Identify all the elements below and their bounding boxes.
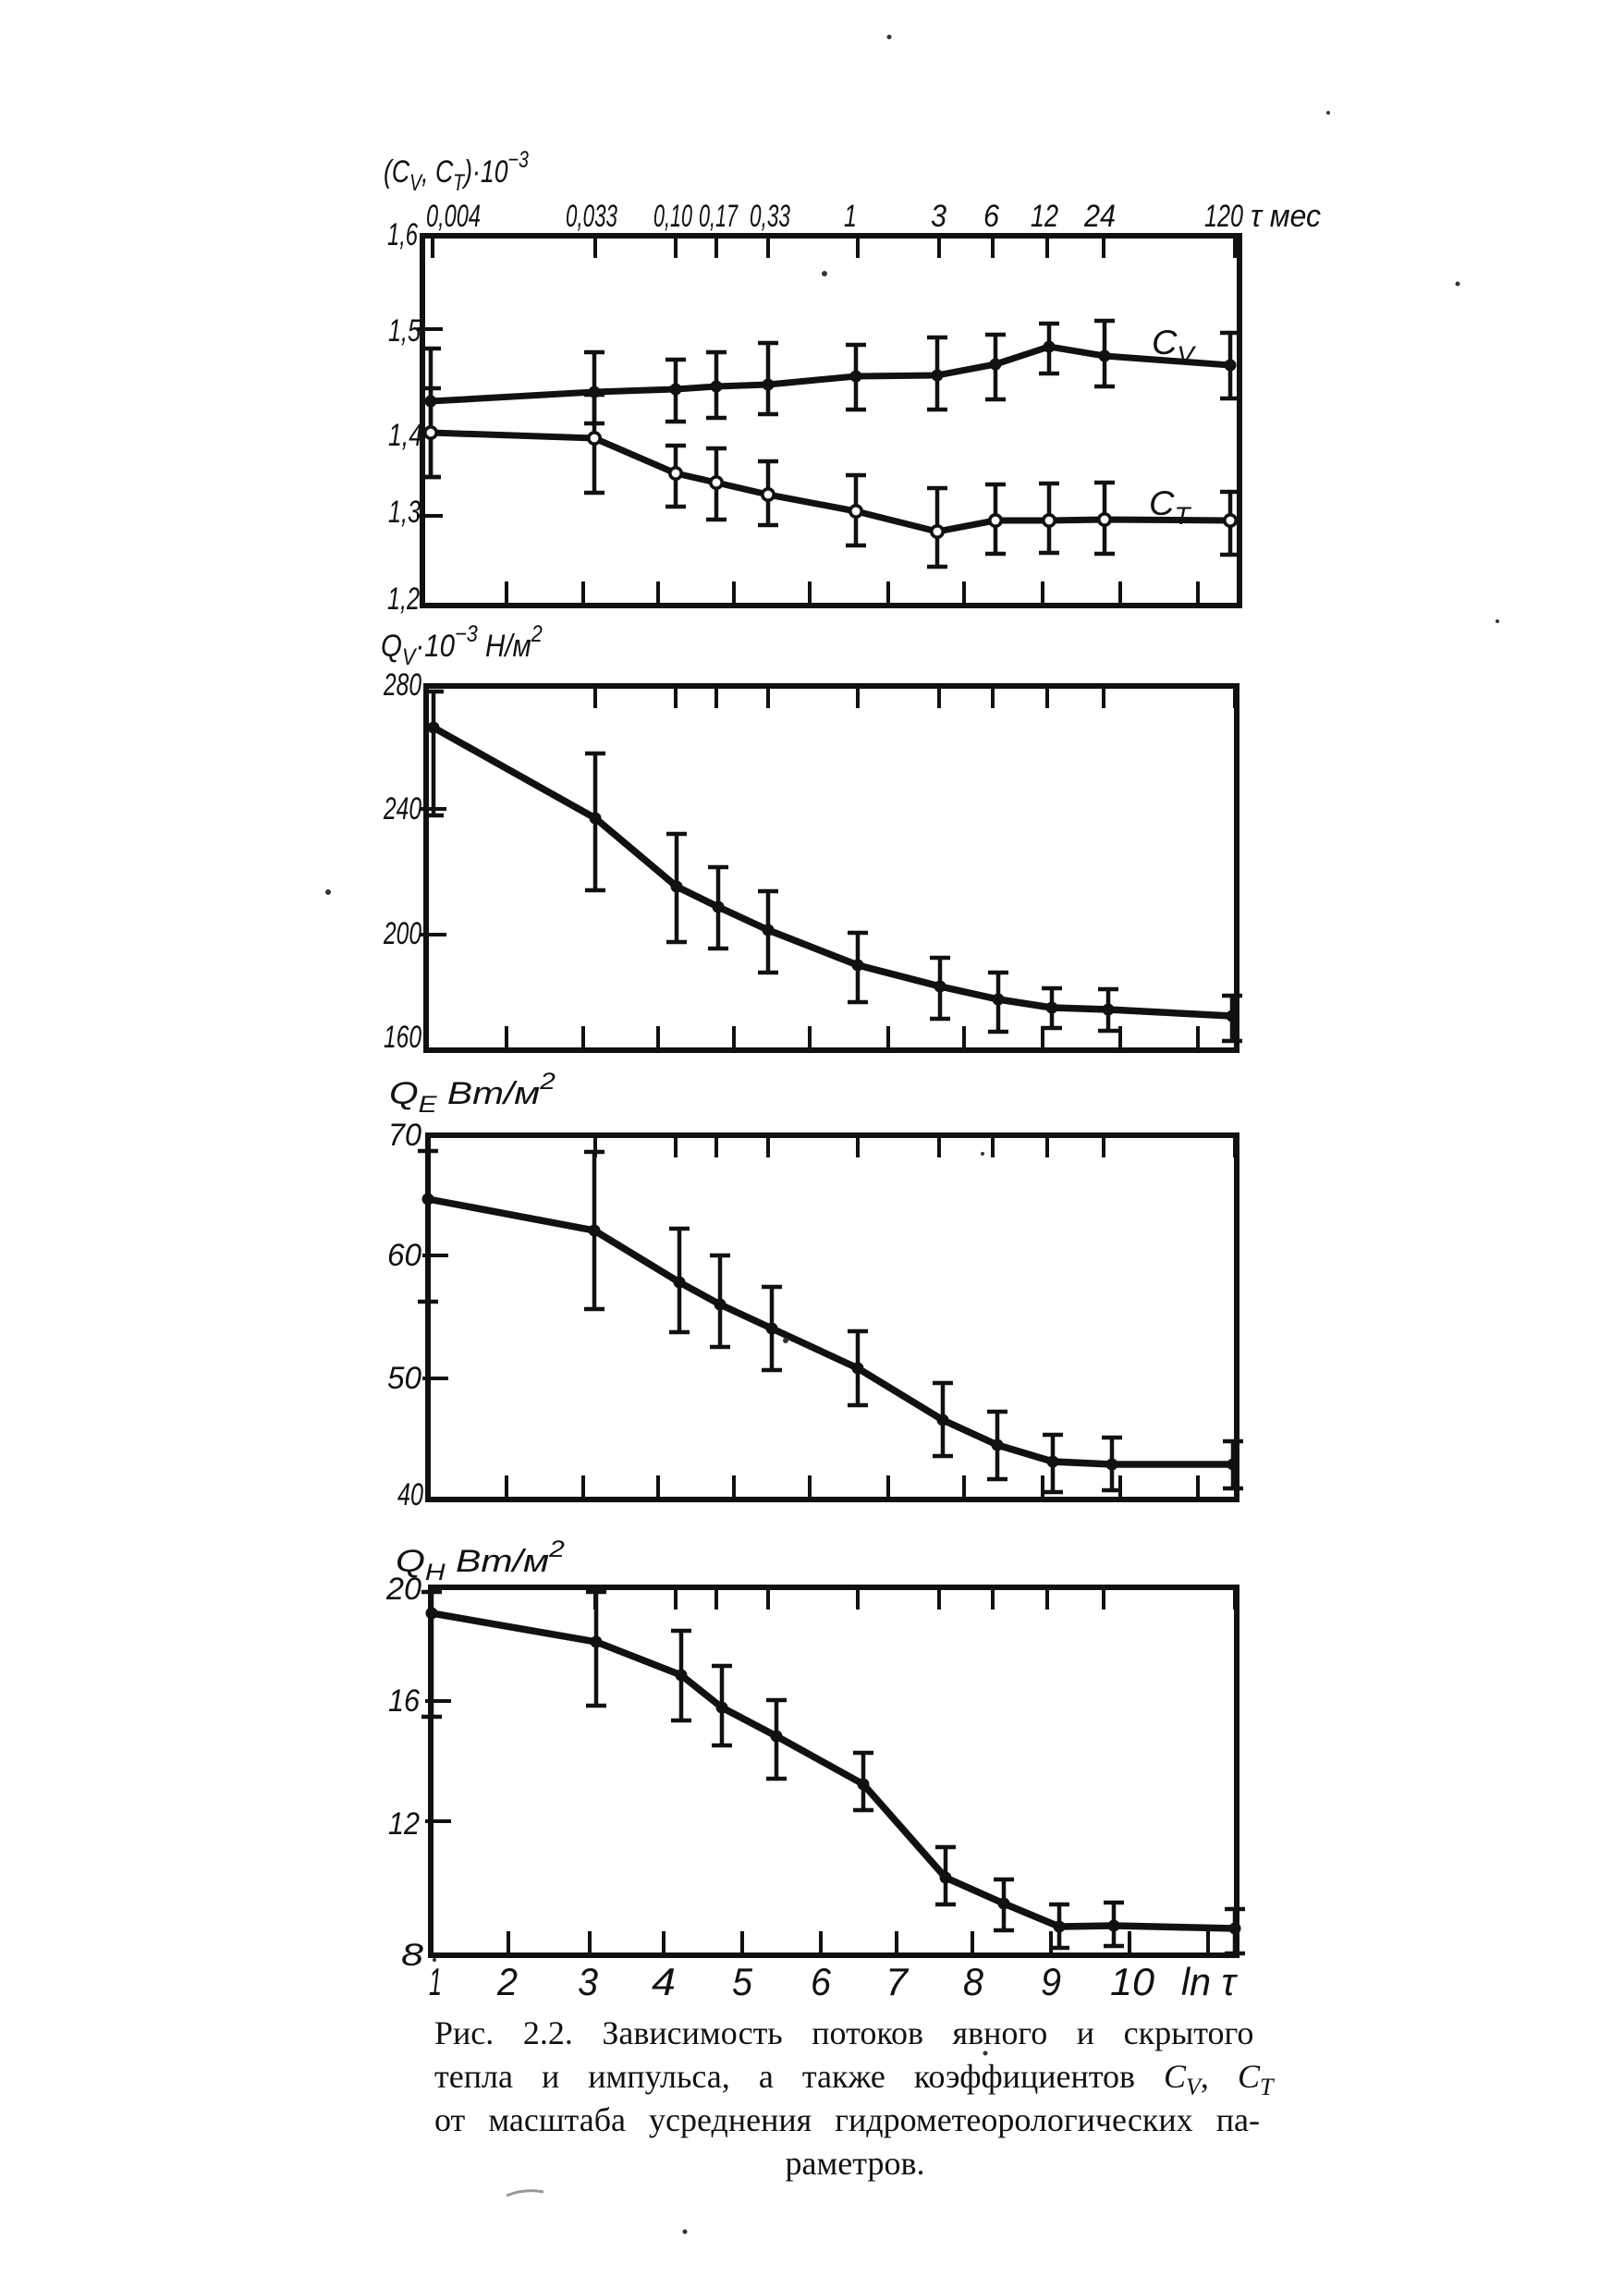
svg-text:120: 120 — [1204, 199, 1243, 234]
svg-text:QE Вт/м2: QE Вт/м2 — [389, 1068, 556, 1117]
svg-text:тепла и импульса, а также коэф: тепла и импульса, а также коэффициентов … — [434, 2058, 1275, 2100]
svg-text:1,6: 1,6 — [387, 217, 418, 252]
svg-text:5: 5 — [732, 1960, 753, 2003]
svg-text:16: 16 — [388, 1683, 420, 1719]
svg-text:200: 200 — [383, 916, 421, 951]
svg-text:от масштаба усреднения гидроме: от масштаба усреднения гидрометеорологич… — [434, 2101, 1260, 2138]
svg-text:0,33: 0,33 — [750, 199, 790, 234]
svg-text:8: 8 — [401, 1938, 423, 1973]
svg-text:50: 50 — [387, 1361, 421, 1396]
svg-text:(CV, CT)·10−3: (CV, CT)·10−3 — [384, 147, 529, 196]
svg-text:QV·10−3 Н/м2: QV·10−3 Н/м2 — [381, 621, 543, 670]
svg-text:12: 12 — [388, 1806, 420, 1842]
svg-text:0,17: 0,17 — [699, 199, 739, 234]
svg-text:0,10: 0,10 — [653, 199, 692, 234]
svg-text:1: 1 — [844, 199, 857, 234]
svg-text:3: 3 — [931, 199, 946, 234]
svg-text:1: 1 — [429, 1960, 442, 2003]
svg-text:1,5: 1,5 — [388, 313, 421, 349]
svg-text:40: 40 — [397, 1477, 423, 1512]
svg-text:20: 20 — [385, 1572, 421, 1607]
svg-text:CT: CT — [1149, 484, 1192, 529]
svg-text:8: 8 — [963, 1960, 984, 2003]
svg-text:60: 60 — [387, 1238, 421, 1273]
svg-text:τ мес: τ мес — [1251, 199, 1321, 234]
svg-text:2: 2 — [496, 1960, 518, 2003]
svg-text:1,3: 1,3 — [388, 495, 421, 530]
svg-text:160: 160 — [384, 1020, 421, 1055]
svg-text:0,004: 0,004 — [426, 199, 481, 234]
svg-text:0,033: 0,033 — [566, 199, 617, 234]
svg-text:6: 6 — [983, 199, 999, 234]
svg-text:12: 12 — [1031, 199, 1058, 234]
svg-text:7: 7 — [885, 1960, 910, 2003]
svg-text:70: 70 — [388, 1118, 421, 1153]
svg-text:Рис. 2.2. Зависимость потоков: Рис. 2.2. Зависимость потоков явного и с… — [434, 2014, 1253, 2051]
svg-text:4: 4 — [652, 1960, 676, 2003]
svg-text:24: 24 — [1083, 199, 1116, 234]
svg-text:QН Вт/м2: QН Вт/м2 — [396, 1536, 565, 1585]
svg-text:ln τ: ln τ — [1181, 1960, 1238, 2003]
svg-text:раметров.: раметров. — [786, 2145, 925, 2182]
svg-text:9: 9 — [1041, 1960, 1061, 2003]
svg-text:1,4: 1,4 — [388, 418, 422, 453]
svg-text:1,2: 1,2 — [387, 581, 420, 617]
svg-text:6: 6 — [811, 1960, 832, 2003]
svg-text:280: 280 — [383, 667, 421, 703]
svg-text:3: 3 — [578, 1960, 598, 2003]
svg-text:240: 240 — [383, 791, 421, 826]
svg-text:10: 10 — [1110, 1960, 1155, 2003]
